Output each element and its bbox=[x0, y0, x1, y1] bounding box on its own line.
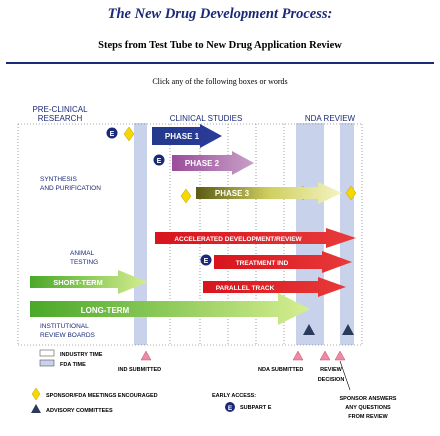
label-decision[interactable]: DECISION bbox=[318, 377, 345, 383]
legend-subpart-e-icon: E bbox=[225, 402, 235, 412]
label-nda-submitted[interactable]: NDA SUBMITTED bbox=[258, 367, 303, 373]
label-purification[interactable]: AND PURIFICATION bbox=[40, 185, 101, 192]
svg-text:SHORT-TERM: SHORT-TERM bbox=[53, 278, 103, 287]
subpart-e-badge-preclinical[interactable]: E bbox=[106, 127, 118, 139]
label-from-review[interactable]: FROM REVIEW bbox=[348, 414, 388, 420]
label-sponsor-answers[interactable]: SPONSOR ANSWERS bbox=[340, 396, 397, 402]
subpart-e-badge-clinical[interactable]: E bbox=[153, 154, 165, 166]
svg-text:PHASE 1: PHASE 1 bbox=[165, 132, 200, 141]
label-synthesis[interactable]: SYNTHESIS bbox=[40, 176, 78, 183]
advisory-committee-triangle-1[interactable] bbox=[303, 324, 315, 335]
title-divider bbox=[6, 62, 434, 64]
legend-meetings[interactable]: SPONSOR/FDA MEETINGS ENCOURAGED bbox=[46, 393, 158, 399]
sponsor-answers-connector bbox=[339, 360, 351, 391]
fda-time-band-ind bbox=[134, 123, 147, 345]
label-review[interactable]: REVIEW bbox=[320, 367, 343, 373]
meeting-diamond-phase3[interactable] bbox=[180, 188, 192, 204]
fda-time-swatch bbox=[39, 359, 55, 367]
treatment-ind-arrow[interactable]: TREATMENT IND bbox=[214, 251, 352, 273]
subpart-e-badge-treatment[interactable]: E bbox=[200, 254, 212, 266]
label-review-boards[interactable]: REVIEW BOARDS bbox=[40, 332, 96, 339]
industry-time-swatch bbox=[39, 349, 55, 357]
short-term-arrow[interactable]: SHORT-TERM bbox=[30, 270, 148, 294]
svg-text:PARALLEL TRACK: PARALLEL TRACK bbox=[216, 285, 275, 292]
label-testing[interactable]: TESTING bbox=[70, 259, 98, 266]
ind-submitted-marker[interactable] bbox=[140, 350, 152, 361]
header-research[interactable]: RESEARCH bbox=[38, 114, 83, 123]
page-subtitle: Steps from Test Tube to New Drug Applica… bbox=[98, 40, 342, 51]
sponsor-answers-marker[interactable] bbox=[334, 350, 346, 361]
svg-text:E: E bbox=[204, 258, 209, 265]
legend-subpart-e[interactable]: SUBPART E bbox=[240, 405, 272, 411]
svg-text:E: E bbox=[157, 158, 162, 165]
svg-text:TREATMENT IND: TREATMENT IND bbox=[236, 260, 289, 267]
legend-diamond-icon bbox=[31, 387, 41, 401]
review-decision-marker[interactable] bbox=[319, 350, 331, 361]
accelerated-development-arrow[interactable]: ACCELERATED DEVELOPMENT/REVIEW bbox=[155, 228, 356, 248]
label-institutional[interactable]: INSTITUTIONAL bbox=[40, 323, 89, 330]
svg-text:E: E bbox=[228, 405, 233, 412]
svg-text:LONG-TERM: LONG-TERM bbox=[81, 306, 130, 315]
svg-text:PHASE 3: PHASE 3 bbox=[215, 189, 250, 198]
legend-advisory-triangle-icon bbox=[31, 404, 41, 413]
svg-text:PHASE 2: PHASE 2 bbox=[185, 159, 220, 168]
svg-text:ACCELERATED DEVELOPMENT/REVIEW: ACCELERATED DEVELOPMENT/REVIEW bbox=[174, 236, 302, 243]
svg-text:E: E bbox=[110, 131, 115, 138]
header-nda-review[interactable]: NDA REVIEW bbox=[305, 114, 356, 123]
label-any-questions[interactable]: ANY QUESTIONS bbox=[345, 405, 391, 411]
page-title: The New Drug Development Process: bbox=[107, 6, 333, 22]
instruction-text: Click any of the following boxes or word… bbox=[152, 77, 288, 86]
legend-early-access[interactable]: EARLY ACCESS: bbox=[212, 393, 256, 399]
long-term-arrow[interactable]: LONG-TERM bbox=[30, 293, 310, 325]
nda-submitted-marker[interactable] bbox=[292, 350, 304, 361]
phase2-arrow[interactable]: PHASE 2 bbox=[172, 151, 254, 175]
phase3-arrow[interactable]: PHASE 3 bbox=[196, 182, 342, 204]
legend-industry-time[interactable]: INDUSTRY TIME bbox=[60, 352, 103, 358]
fda-time-band-review bbox=[340, 123, 354, 345]
parallel-track-arrow[interactable]: PARALLEL TRACK bbox=[203, 277, 346, 297]
header-clinical-studies[interactable]: CLINICAL STUDIES bbox=[170, 114, 243, 123]
advisory-committee-triangle-2[interactable] bbox=[342, 324, 354, 335]
label-ind-submitted[interactable]: IND SUBMITTED bbox=[118, 367, 161, 373]
meeting-diamond-review[interactable] bbox=[345, 185, 357, 201]
phase1-arrow[interactable]: PHASE 1 bbox=[152, 124, 222, 148]
legend-fda-time[interactable]: FDA TIME bbox=[60, 362, 86, 368]
label-animal[interactable]: ANIMAL bbox=[70, 250, 95, 257]
meeting-diamond-pre-ind[interactable] bbox=[123, 126, 135, 142]
header-preclinical[interactable]: PRE-CLINICAL bbox=[32, 105, 88, 114]
legend-advisory-committees[interactable]: ADVISORY COMMITTEES bbox=[46, 408, 113, 414]
